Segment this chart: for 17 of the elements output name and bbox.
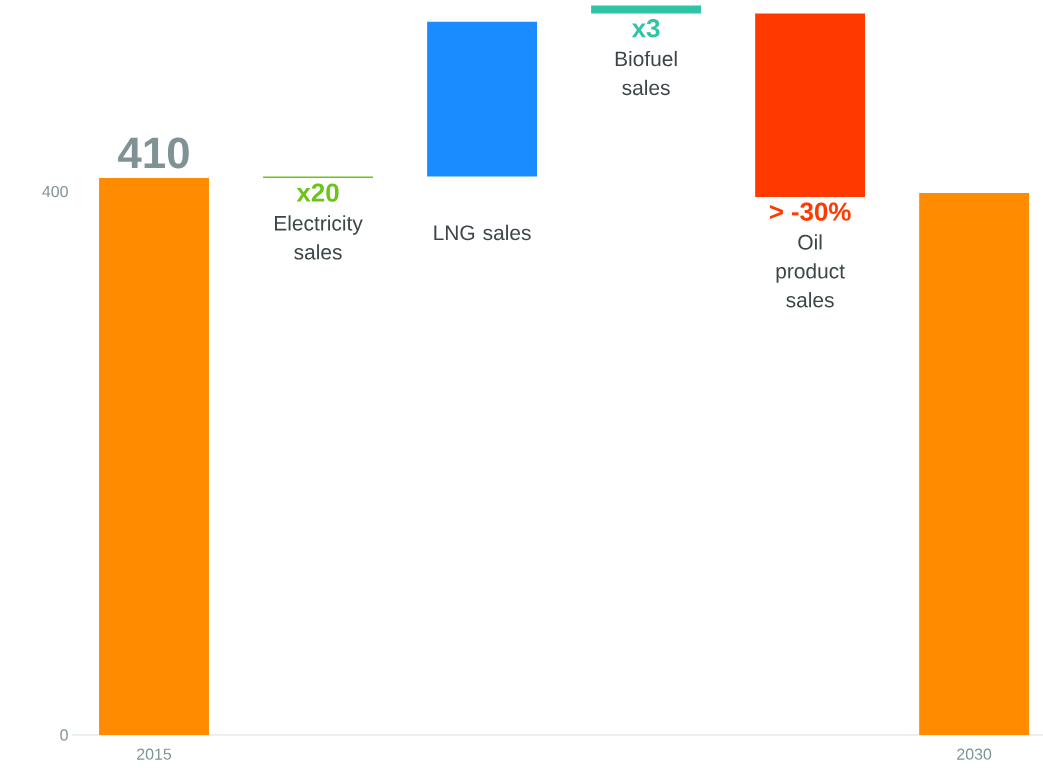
x-tick-label: 2015: [137, 748, 172, 760]
x-tick-label: Biofuel sales: [615, 50, 677, 96]
data-label: > -30%: [769, 202, 851, 221]
bar: [427, 21, 538, 177]
x-tick-label: Oil product sales: [776, 234, 845, 308]
x-tick-label: 2030: [957, 748, 992, 760]
data-label: x3: [631, 19, 660, 38]
data-label: x20: [296, 183, 339, 202]
bar: [919, 192, 1030, 735]
bar: [591, 5, 702, 14]
x-tick-label: LNG sales: [434, 224, 531, 241]
x-tick-label: Electricity sales: [275, 215, 363, 260]
y-tick-label: 0: [60, 729, 68, 741]
y-tick-label: 400: [42, 185, 68, 198]
data-label: 410: [118, 137, 189, 169]
bar: [755, 13, 866, 197]
bar: [99, 177, 209, 735]
